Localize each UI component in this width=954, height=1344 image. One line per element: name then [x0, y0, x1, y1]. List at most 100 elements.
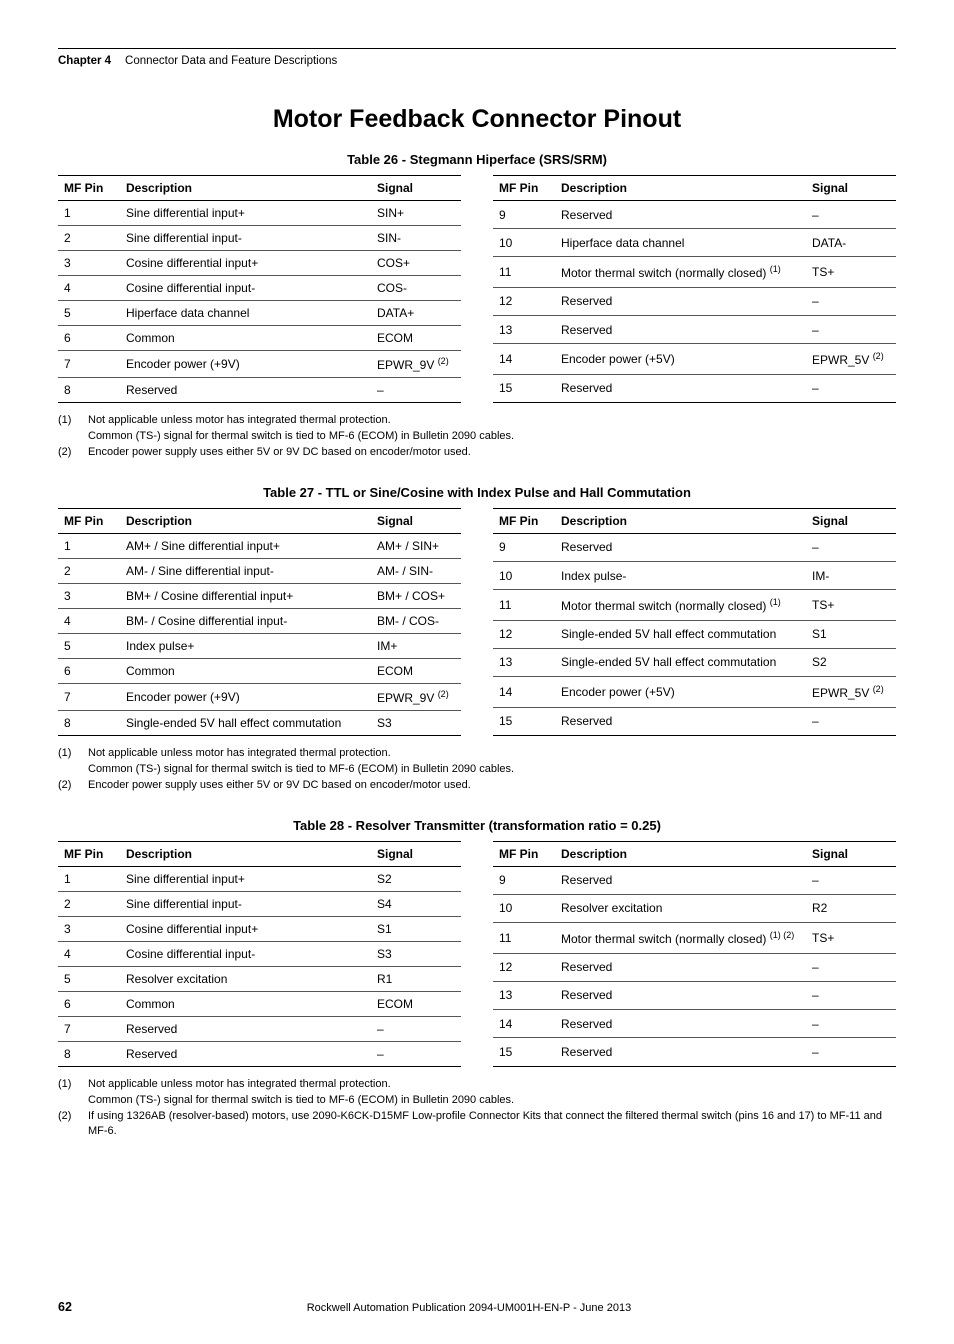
table-row: 14 Encoder power (+5V) EPWR_5V (2): [493, 344, 896, 374]
cell-pin: 15: [493, 1038, 555, 1066]
cell-pin: 4: [58, 276, 120, 301]
cell-sig: DATA+: [371, 301, 461, 326]
cell-pin: 11: [493, 257, 555, 287]
footnote-num: (1): [58, 746, 80, 762]
cell-desc: Encoder power (+5V): [555, 677, 806, 707]
table-row: 2 Sine differential input- SIN-: [58, 226, 461, 251]
table-row: 2 AM- / Sine differential input- AM- / S…: [58, 558, 461, 583]
cell-desc: AM+ / Sine differential input+: [120, 533, 371, 558]
cell-sig: SIN+: [371, 201, 461, 226]
footnote-num: (2): [58, 445, 80, 461]
cell-sig: COS+: [371, 251, 461, 276]
table-row: 7 Reserved –: [58, 1016, 461, 1041]
table-row: 10 Resolver excitation R2: [493, 894, 896, 922]
footnote-text: Not applicable unless motor has integrat…: [88, 413, 391, 429]
table-row: 6 Common ECOM: [58, 991, 461, 1016]
cell-pin: 3: [58, 583, 120, 608]
cell-desc: Cosine differential input-: [120, 276, 371, 301]
cell-sig: IM-: [806, 562, 896, 590]
cell-desc: Motor thermal switch (normally closed) (…: [555, 590, 806, 620]
table-pair: MF Pin Description Signal 1 AM+ / Sine d…: [58, 508, 896, 736]
table-row: 9 Reserved –: [493, 533, 896, 561]
cell-desc: Hiperface data channel: [555, 229, 806, 257]
cell-pin: 8: [58, 1041, 120, 1066]
cell-sig: –: [806, 287, 896, 315]
col-sig: Signal: [806, 508, 896, 533]
table-pair: MF Pin Description Signal 1 Sine differe…: [58, 841, 896, 1067]
pinout-table: MF Pin Description Signal 1 Sine differe…: [58, 175, 461, 403]
cell-desc: Reserved: [555, 287, 806, 315]
table-row: 11 Motor thermal switch (normally closed…: [493, 257, 896, 287]
table-row: 5 Resolver excitation R1: [58, 966, 461, 991]
cell-sig: S2: [371, 866, 461, 891]
cell-sig: –: [806, 201, 896, 229]
cell-sig: TS+: [806, 590, 896, 620]
footnote-cont: Common (TS-) signal for thermal switch i…: [88, 762, 896, 778]
page-footer: 62 Rockwell Automation Publication 2094-…: [58, 1300, 896, 1314]
table-row: 4 Cosine differential input- COS-: [58, 276, 461, 301]
cell-desc: Reserved: [555, 707, 806, 735]
footnote-text: Encoder power supply uses either 5V or 9…: [88, 778, 471, 794]
cell-pin: 15: [493, 374, 555, 402]
cell-sig: R2: [806, 894, 896, 922]
cell-desc: Sine differential input+: [120, 201, 371, 226]
chapter-label: Chapter 4: [58, 55, 111, 67]
table-row: 15 Reserved –: [493, 707, 896, 735]
cell-sig: S1: [806, 620, 896, 648]
cell-desc: Single-ended 5V hall effect commutation: [120, 710, 371, 735]
cell-desc: Index pulse-: [555, 562, 806, 590]
col-pin: MF Pin: [58, 176, 120, 201]
cell-desc: Cosine differential input+: [120, 916, 371, 941]
table-pair: MF Pin Description Signal 1 Sine differe…: [58, 175, 896, 403]
cell-sig: R1: [371, 966, 461, 991]
cell-sig: –: [806, 533, 896, 561]
cell-sig: IM+: [371, 633, 461, 658]
footnote-num: (1): [58, 1077, 80, 1093]
cell-sig: –: [371, 378, 461, 403]
table-row: 13 Single-ended 5V hall effect commutati…: [493, 648, 896, 676]
cell-sig: –: [806, 866, 896, 894]
table-row: 8 Single-ended 5V hall effect commutatio…: [58, 710, 461, 735]
cell-desc: Reserved: [555, 316, 806, 344]
cell-pin: 5: [58, 301, 120, 326]
cell-pin: 13: [493, 981, 555, 1009]
cell-pin: 1: [58, 201, 120, 226]
table-row: 7 Encoder power (+9V) EPWR_9V (2): [58, 351, 461, 378]
cell-pin: 2: [58, 558, 120, 583]
cell-pin: 11: [493, 923, 555, 954]
cell-sig: S4: [371, 891, 461, 916]
cell-sig: S1: [371, 916, 461, 941]
cell-pin: 12: [493, 620, 555, 648]
cell-desc: AM- / Sine differential input-: [120, 558, 371, 583]
cell-sig: BM+ / COS+: [371, 583, 461, 608]
cell-pin: 10: [493, 562, 555, 590]
table-row: 7 Encoder power (+9V) EPWR_9V (2): [58, 683, 461, 710]
cell-desc: BM- / Cosine differential input-: [120, 608, 371, 633]
table-row: 4 Cosine differential input- S3: [58, 941, 461, 966]
cell-sig: DATA-: [806, 229, 896, 257]
cell-pin: 6: [58, 991, 120, 1016]
cell-desc: Encoder power (+9V): [120, 683, 371, 710]
cell-pin: 5: [58, 966, 120, 991]
table-row: 11 Motor thermal switch (normally closed…: [493, 590, 896, 620]
cell-desc: Common: [120, 991, 371, 1016]
cell-pin: 14: [493, 344, 555, 374]
cell-desc: BM+ / Cosine differential input+: [120, 583, 371, 608]
pinout-table: MF Pin Description Signal 9 Reserved – 1…: [493, 508, 896, 736]
cell-desc: Resolver excitation: [555, 894, 806, 922]
col-desc: Description: [555, 508, 806, 533]
table-row: 13 Reserved –: [493, 316, 896, 344]
cell-sig: COS-: [371, 276, 461, 301]
cell-sig: –: [371, 1041, 461, 1066]
cell-sig: ECOM: [371, 658, 461, 683]
cell-desc: Encoder power (+9V): [120, 351, 371, 378]
cell-sig: TS+: [806, 923, 896, 954]
cell-desc: Sine differential input+: [120, 866, 371, 891]
table-row: 9 Reserved –: [493, 201, 896, 229]
col-desc: Description: [120, 508, 371, 533]
cell-desc: Reserved: [555, 1010, 806, 1038]
col-desc: Description: [555, 841, 806, 866]
cell-desc: Motor thermal switch (normally closed) (…: [555, 257, 806, 287]
cell-sig: S2: [806, 648, 896, 676]
cell-pin: 1: [58, 866, 120, 891]
